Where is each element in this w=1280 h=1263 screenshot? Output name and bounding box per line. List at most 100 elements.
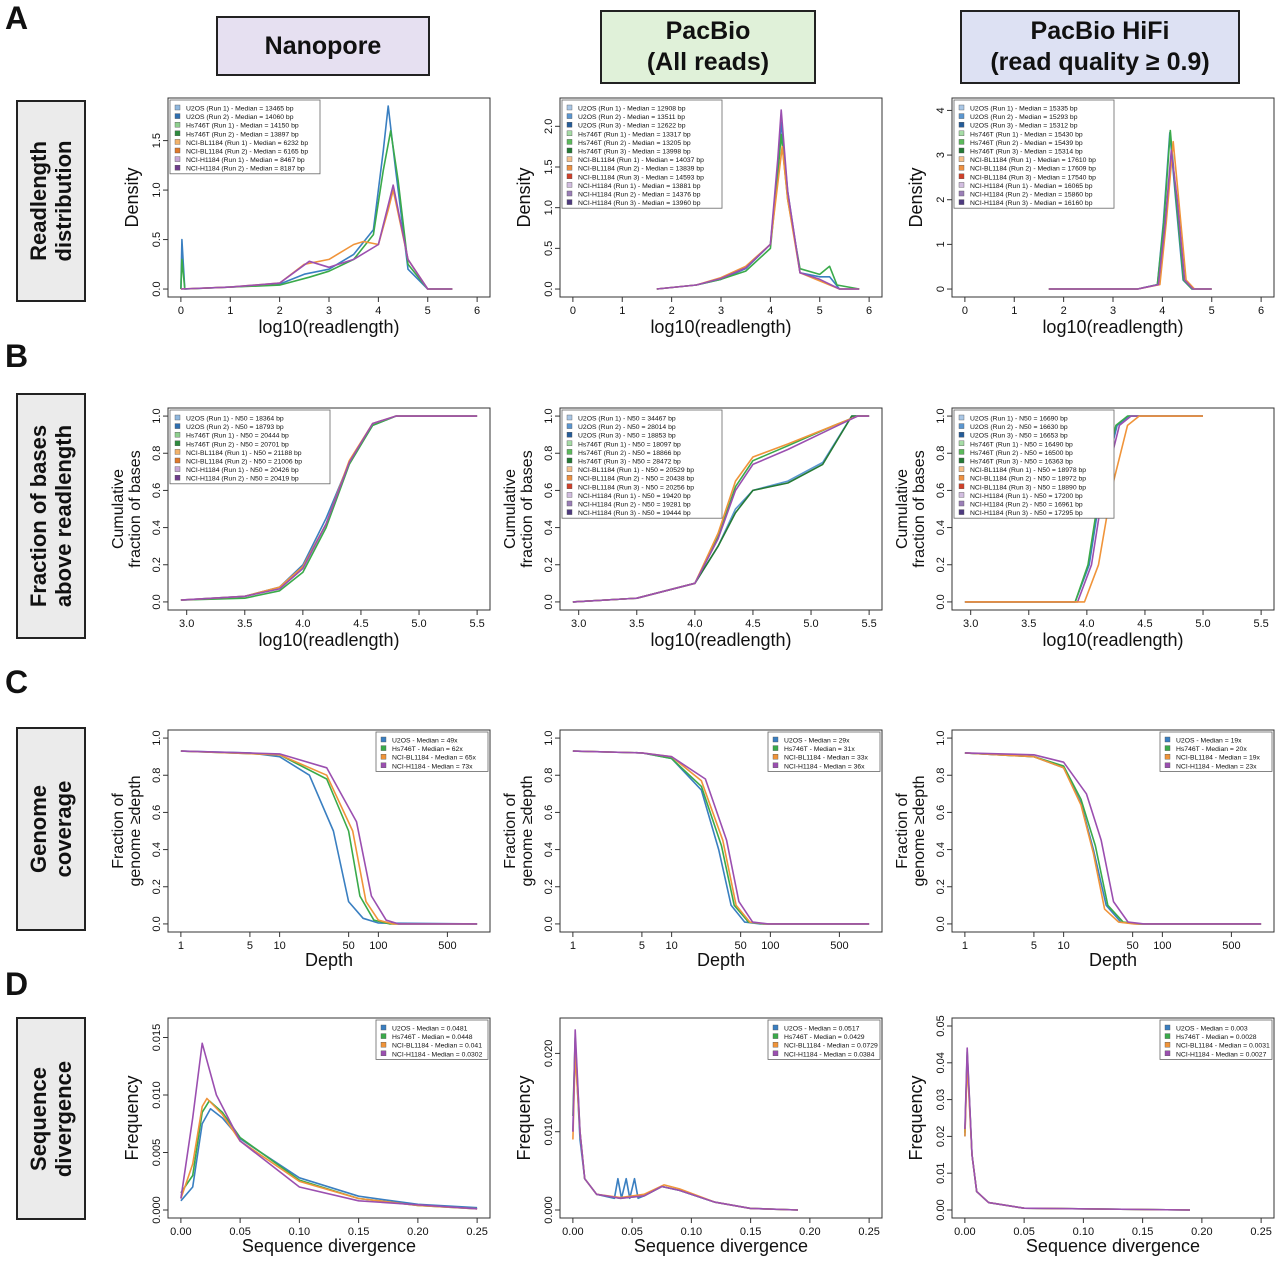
- x-tick-label: 4: [375, 305, 381, 317]
- legend-swatch: [380, 1041, 387, 1048]
- y-axis-label-line: Cumulative: [110, 469, 127, 549]
- series-line-0: [180, 750, 478, 925]
- y-axis-label-line: fraction of bases: [127, 450, 144, 567]
- legend-label: U2OS - Median = 0.0517: [784, 1026, 860, 1033]
- legend-label: U2OS (Run 2) - N50 = 18793 bp: [186, 424, 284, 431]
- y-axis-label-line: Cumulative: [502, 469, 519, 549]
- series-line-3: [180, 415, 478, 601]
- x-tick-label: 6: [866, 305, 872, 317]
- legend-swatch: [380, 1050, 387, 1057]
- x-tick-label: 1: [570, 940, 576, 952]
- y-tick-label: 0.6: [543, 805, 555, 820]
- y-tick-label: 0.2: [151, 879, 163, 894]
- y-tick-label: 0.0: [543, 916, 555, 931]
- y-tick-label: 0.4: [543, 520, 555, 535]
- legend-label: U2OS - Median = 49x: [392, 738, 458, 745]
- plot-frame: [167, 729, 491, 933]
- plot-frame: [951, 407, 1275, 611]
- legend-label: NCI-BL1184 - Median = 33x: [784, 755, 869, 762]
- legend-label: U2OS (Run 2) - Median = 13511 bp: [578, 114, 685, 121]
- legend-swatch: [566, 182, 573, 188]
- y-axis-label: Fraction ofgenome ≥depth: [110, 775, 144, 886]
- y-tick-label: 0.00: [935, 1199, 947, 1220]
- legend-box: [953, 409, 1115, 519]
- legend-swatch: [566, 483, 573, 489]
- legend-swatch: [958, 139, 965, 145]
- x-tick-label: 10: [274, 940, 286, 952]
- legend-box: [767, 1019, 881, 1060]
- plot-frame: [559, 729, 883, 933]
- chart-panel-5: 3.0 3.5 4.0 4.5 5.0 5.5 0.0 0.2 0.4 0.6 0.8 1.0 log1…: [894, 407, 1275, 650]
- chart-panel-6: 1 5 10 50 100 500 0.0 0.2 0.4 0.6 0.8 1.0 Depth Fract…: [110, 729, 491, 970]
- x-tick-label: 5.0: [411, 618, 426, 630]
- chart-panel-9: 0.00 0.05 0.10 0.15 0.20 0.25 0.000 0.005 0.010 0…: [122, 1017, 491, 1256]
- y-axis-label-line: Fraction of: [502, 793, 519, 869]
- legend-label: U2OS (Run 1) - N50 = 34467 bp: [578, 416, 676, 423]
- legend-label: U2OS - Median = 19x: [1176, 738, 1242, 745]
- legend-swatch: [174, 457, 181, 464]
- legend-swatch: [1164, 736, 1171, 743]
- chart-panel-8: 1 5 10 50 100 500 0.0 0.2 0.4 0.6 0.8 1.0 Depth Fract…: [894, 729, 1275, 970]
- legend-swatch: [566, 500, 573, 507]
- legend-label: Hs746T (Run 3) - N50 = 16363 bp: [970, 459, 1073, 466]
- legend-label: Hs746T (Run 3) - Median = 13998 bp: [578, 149, 691, 156]
- legend-label: NCI-BL1184 (Run 3) - Median = 14593 bp: [578, 174, 704, 181]
- legend-label: Hs746T (Run 1) - Median = 13317 bp: [578, 131, 691, 138]
- legend-label: U2OS (Run 2) - Median = 15293 bp: [970, 114, 1078, 121]
- legend-swatch: [174, 147, 181, 154]
- x-tick-label: 4.5: [1137, 618, 1152, 630]
- x-tick-label: 3.0: [571, 618, 586, 630]
- x-tick-label: 100: [761, 940, 779, 952]
- chart-panel-4: 3.0 3.5 4.0 4.5 5.0 5.5 0.0 0.2 0.4 0.6 0.8 1.0 log1…: [502, 407, 883, 650]
- legend-swatch: [566, 139, 573, 145]
- legend-label: NCI-BL1184 - Median = 65x: [392, 755, 477, 762]
- legend-box: [1159, 731, 1273, 772]
- legend-label: Hs746T - Median = 62x: [392, 746, 463, 753]
- series-line-3: [964, 1047, 1191, 1211]
- legend-box: [375, 1019, 489, 1060]
- x-tick-label: 0.20: [799, 1226, 820, 1238]
- series-line-2: [180, 1097, 478, 1210]
- legend-swatch: [566, 423, 573, 429]
- y-tick-label: 0.0: [935, 916, 947, 931]
- x-tick-label: 0.10: [289, 1226, 310, 1238]
- legend-label: Hs746T (Run 2) - Median = 13205 bp: [578, 140, 691, 147]
- legend-swatch: [174, 414, 181, 421]
- x-tick-label: 5: [425, 305, 431, 317]
- legend-swatch: [566, 492, 573, 498]
- x-tick-label: 500: [1222, 940, 1240, 952]
- legend-swatch: [174, 432, 181, 438]
- legend-label: NCI-H1184 (Run 2) - N50 = 20419 bp: [186, 476, 299, 483]
- y-axis-label-line: fraction of bases: [519, 450, 536, 567]
- y-tick-label: 0.4: [151, 842, 163, 857]
- x-axis-label: Depth: [1089, 950, 1137, 970]
- legend-swatch: [958, 156, 965, 162]
- legend-swatch: [380, 736, 387, 743]
- x-tick-label: 4.5: [745, 618, 760, 630]
- legend-label: NCI-BL1184 (Run 2) - Median = 13839 bp: [578, 166, 704, 173]
- legend-label: NCI-BL1184 (Run 2) - N50 = 20438 bp: [578, 476, 694, 483]
- column-header-nanopore: Nanopore: [216, 16, 430, 76]
- legend-swatch: [1164, 762, 1171, 768]
- x-tick-label: 1: [227, 305, 233, 317]
- legend-label: Hs746T (Run 2) - Median = 13897 bp: [186, 131, 299, 138]
- y-axis-label: Density: [514, 167, 534, 227]
- y-axis-label-line: Density: [906, 167, 926, 227]
- x-axis-label: log10(readlength): [258, 630, 399, 650]
- x-tick-label: 0.05: [1013, 1226, 1034, 1238]
- legend-label: NCI-BL1184 (Run 2) - Median = 17609 bp: [970, 166, 1096, 173]
- series-line-1: [964, 1051, 1191, 1211]
- legend-swatch: [380, 1033, 387, 1039]
- x-tick-label: 5.5: [861, 618, 876, 630]
- legend-label: NCI-H1184 (Run 1) - N50 = 20426 bp: [186, 467, 299, 474]
- y-tick-label: 0.2: [151, 557, 163, 572]
- legend-label: NCI-H1184 (Run 2) - Median = 8187 bp: [186, 166, 305, 173]
